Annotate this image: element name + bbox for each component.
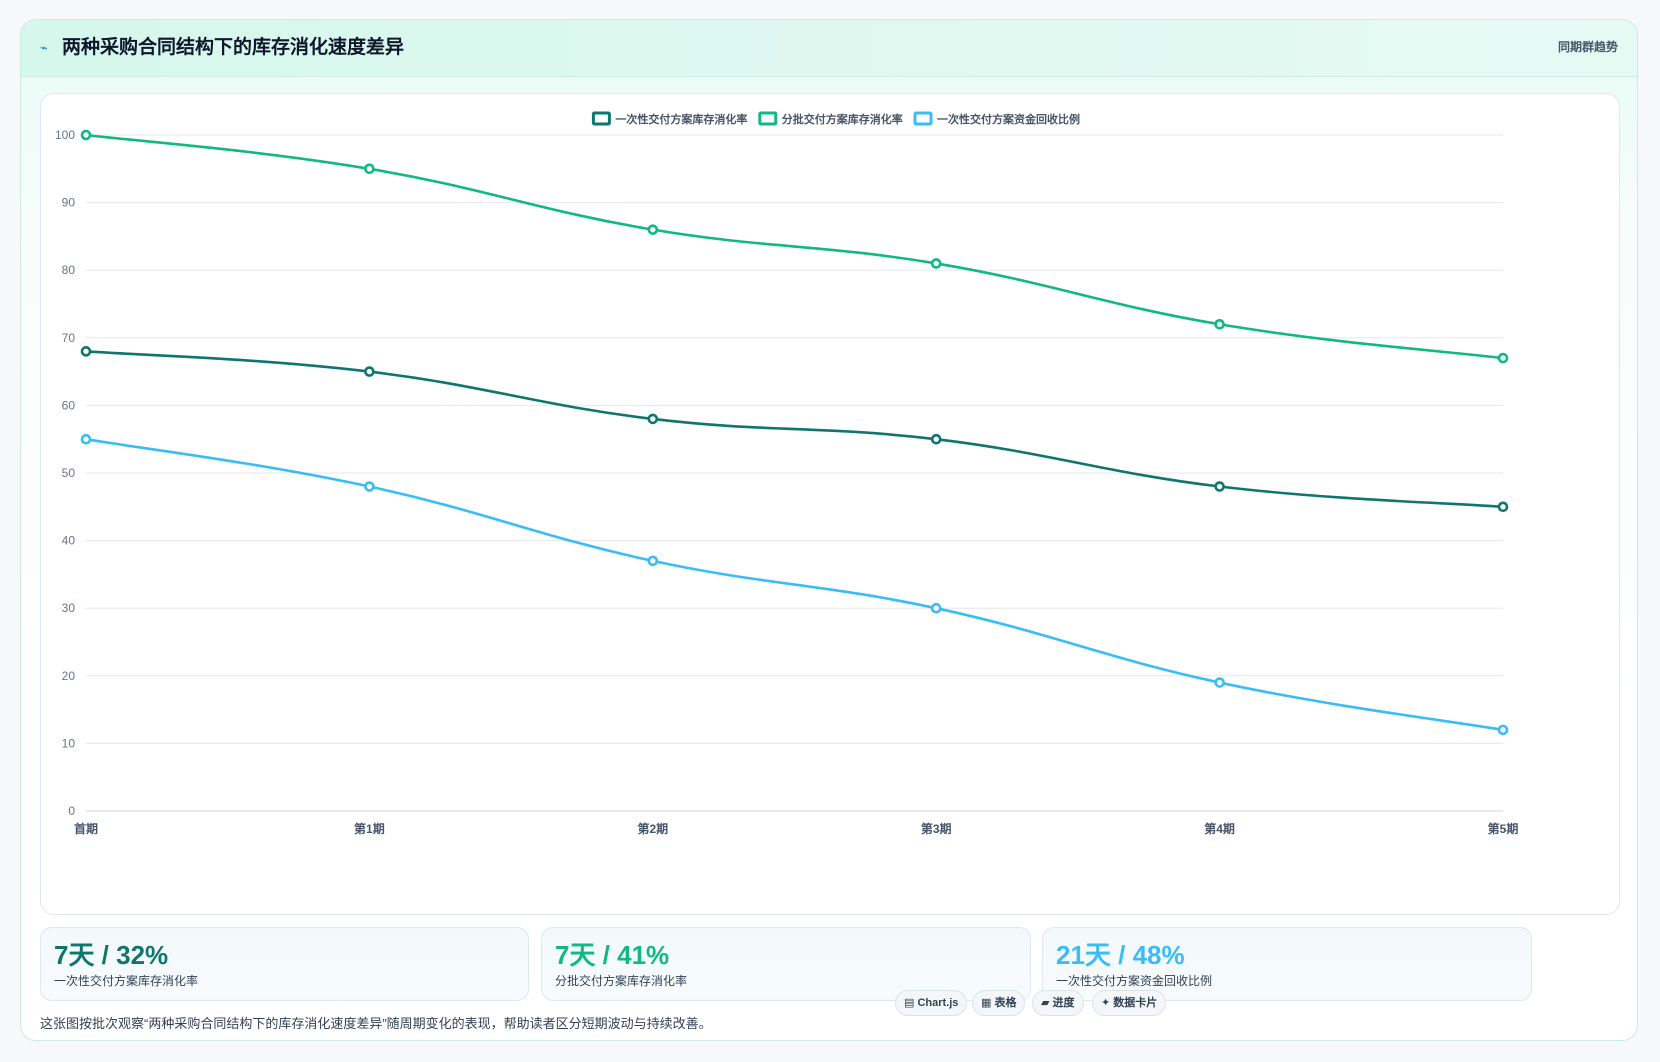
stat-value: 7天 / 41% [555, 940, 669, 970]
pulse-icon: ⌁ [40, 41, 48, 55]
y-tick-label: 80 [62, 263, 76, 277]
y-tick-label: 70 [62, 331, 76, 345]
stat-value: 21天 / 48% [1056, 940, 1185, 970]
stat-label: 一次性交付方案资金回收比例 [1056, 974, 1212, 988]
series-line-3 [86, 439, 1503, 730]
data-point [365, 483, 373, 491]
legend-swatch [760, 113, 776, 124]
data-point [82, 435, 90, 443]
x-tick-label: 第4期 [1204, 821, 1235, 836]
tag-progress[interactable]: ▰ 进度 [1032, 990, 1084, 1016]
data-point [1499, 726, 1507, 734]
data-point [1499, 503, 1507, 511]
y-tick-label: 20 [62, 669, 76, 683]
x-tick-label: 首期 [74, 821, 98, 836]
y-tick-label: 90 [62, 196, 76, 210]
legend-label: 分批交付方案库存消化率 [782, 112, 903, 126]
chart-card: 0 10 20 30 40 50 60 70 80 90 100 首期 第1期 第2期 第3期 第4期 第5期 一… [40, 93, 1620, 915]
stat-label: 分批交付方案库存消化率 [555, 974, 687, 988]
data-point [932, 604, 940, 612]
legend-swatch [915, 113, 931, 124]
data-point [932, 259, 940, 267]
data-point [649, 226, 657, 234]
legend-label: 一次性交付方案库存消化率 [615, 112, 747, 126]
data-point [932, 435, 940, 443]
y-tick-label: 100 [55, 128, 75, 142]
chart-icon: ▤ [904, 997, 914, 1009]
tag-label: 表格 [994, 997, 1016, 1009]
tag-data-cards[interactable]: ✦ 数据卡片 [1092, 990, 1166, 1016]
chart-caption: 这张图按批次观察“两种采购合同结构下的库存消化速度差异”随周期变化的表现，帮助读… [40, 1016, 712, 1032]
y-tick-label: 50 [62, 466, 76, 480]
data-point [365, 165, 373, 173]
data-point [82, 347, 90, 355]
y-tick-label: 0 [68, 804, 75, 818]
panel-header: ⌁ 两种采购合同结构下的库存消化速度差异 同期群趋势 [21, 20, 1637, 77]
series-line-1 [86, 351, 1503, 506]
panel-title: 两种采购合同结构下的库存消化速度差异 [62, 37, 404, 59]
x-tick-label: 第5期 [1488, 821, 1519, 836]
tag-label: 进度 [1053, 997, 1075, 1009]
stat-value: 7天 / 32% [54, 940, 168, 970]
tag-label: Chart.js [917, 997, 958, 1009]
stat-label: 一次性交付方案库存消化率 [54, 974, 198, 988]
sparkle-icon: ✦ [1101, 997, 1110, 1009]
header-tag: 同期群趋势 [1558, 39, 1618, 55]
x-tick-label: 第3期 [921, 821, 952, 836]
legend-label: 一次性交付方案资金回收比例 [937, 112, 1080, 126]
data-point [365, 368, 373, 376]
data-point [1216, 320, 1224, 328]
chart-panel: ⌁ 两种采购合同结构下的库存消化速度差异 同期群趋势 0 10 20 30 40 50 60… [20, 19, 1638, 1041]
series-line-2 [86, 135, 1503, 358]
y-tick-label: 30 [62, 601, 76, 615]
progress-icon: ▰ [1041, 997, 1049, 1009]
tag-chartjs[interactable]: ▤ Chart.js [895, 990, 967, 1016]
x-tick-label: 第1期 [354, 821, 385, 836]
data-point [1216, 483, 1224, 491]
x-tick-label: 第2期 [637, 821, 668, 836]
tag-table[interactable]: ▦ 表格 [972, 990, 1025, 1016]
tag-label: 数据卡片 [1113, 997, 1157, 1009]
line-chart: 0 10 20 30 40 50 60 70 80 90 100 首期 第1期 第2期 第3期 第4期 第5期 一… [41, 94, 1621, 916]
data-point [1216, 679, 1224, 687]
y-tick-label: 40 [62, 534, 76, 548]
y-tick-label: 60 [62, 398, 76, 412]
data-point [649, 415, 657, 423]
stat-card-one-time-digestion: 7天 / 32% 一次性交付方案库存消化率 [40, 927, 529, 1001]
data-point [82, 131, 90, 139]
data-point [1499, 354, 1507, 362]
y-tick-label: 10 [62, 736, 76, 750]
data-point [649, 557, 657, 565]
table-icon: ▦ [981, 997, 991, 1009]
legend-swatch [593, 113, 609, 124]
